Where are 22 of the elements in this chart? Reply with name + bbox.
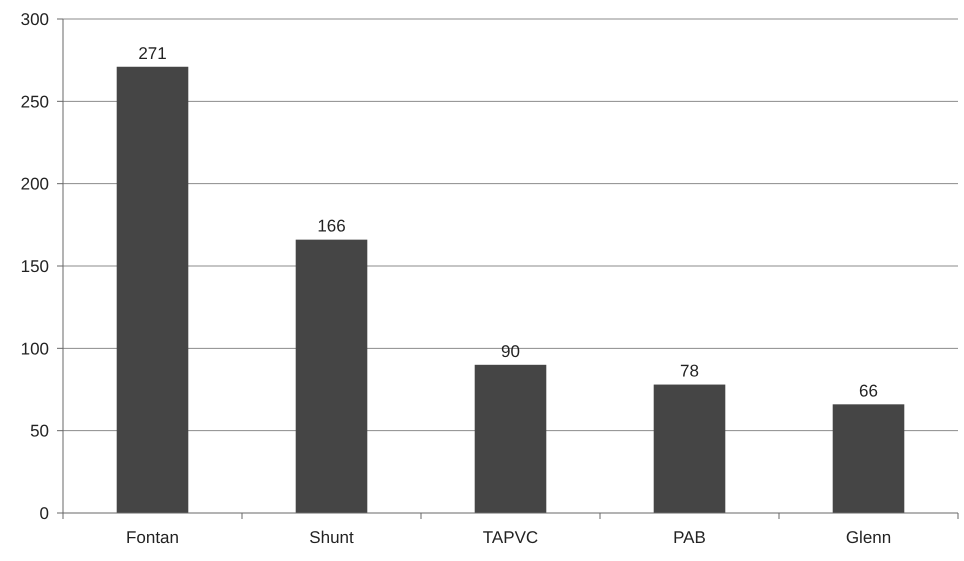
data-label: 78 [680,362,699,381]
data-label: 66 [859,381,878,400]
y-tick-label: 50 [30,422,49,441]
x-tick-label: Shunt [309,528,354,547]
data-label: 90 [501,342,520,361]
bar [474,364,546,513]
y-tick-label: 200 [20,174,49,194]
y-tick-label: 300 [20,10,49,29]
data-label: 271 [138,44,167,63]
bar [832,404,904,513]
x-tick-label: Fontan [126,528,179,547]
data-label: 166 [317,216,346,236]
y-tick-label: 0 [40,504,49,523]
bar [116,66,188,513]
x-tick-label: Glenn [846,528,892,547]
y-tick-label: 100 [20,339,49,358]
y-tick-label: 250 [20,92,49,112]
x-tick-label: TAPVC [482,528,538,547]
bar [296,240,368,513]
x-tick-label: PAB [673,528,706,547]
bar [654,384,726,513]
y-tick-label: 150 [20,256,49,276]
